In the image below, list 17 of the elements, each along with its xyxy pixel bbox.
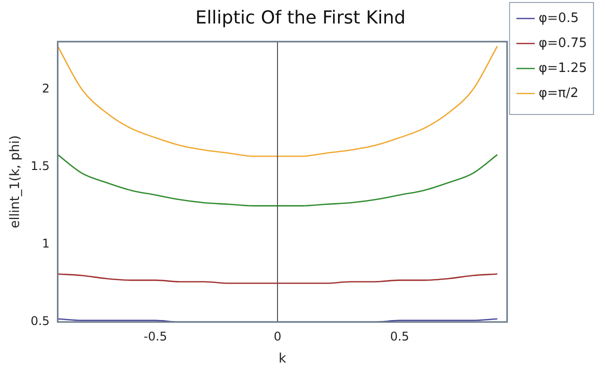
y-tick-label: 2 [42, 82, 50, 96]
y-tick-label: 0.5 [30, 314, 50, 328]
legend-label: φ=0.5 [538, 10, 579, 26]
legend-label: φ=π/2 [538, 86, 579, 101]
legend-label: φ=0.75 [538, 36, 588, 51]
y-tick-label: 1 [42, 236, 50, 251]
chart-title: Elliptic Of the First Kind [195, 7, 406, 28]
x-axis-title: k [278, 352, 287, 367]
line-series [58, 273, 498, 284]
y-axis-title: ellint_1(k, phi) [8, 135, 24, 228]
line-series [58, 46, 498, 157]
x-tick-label: 0 [274, 329, 282, 344]
legend-label: φ=1.25 [538, 60, 588, 76]
x-tick-label: -0.5 [144, 329, 168, 344]
y-tick-label: 1.5 [30, 159, 50, 174]
line-series [58, 154, 498, 206]
x-tick-label: 0.5 [390, 329, 410, 344]
